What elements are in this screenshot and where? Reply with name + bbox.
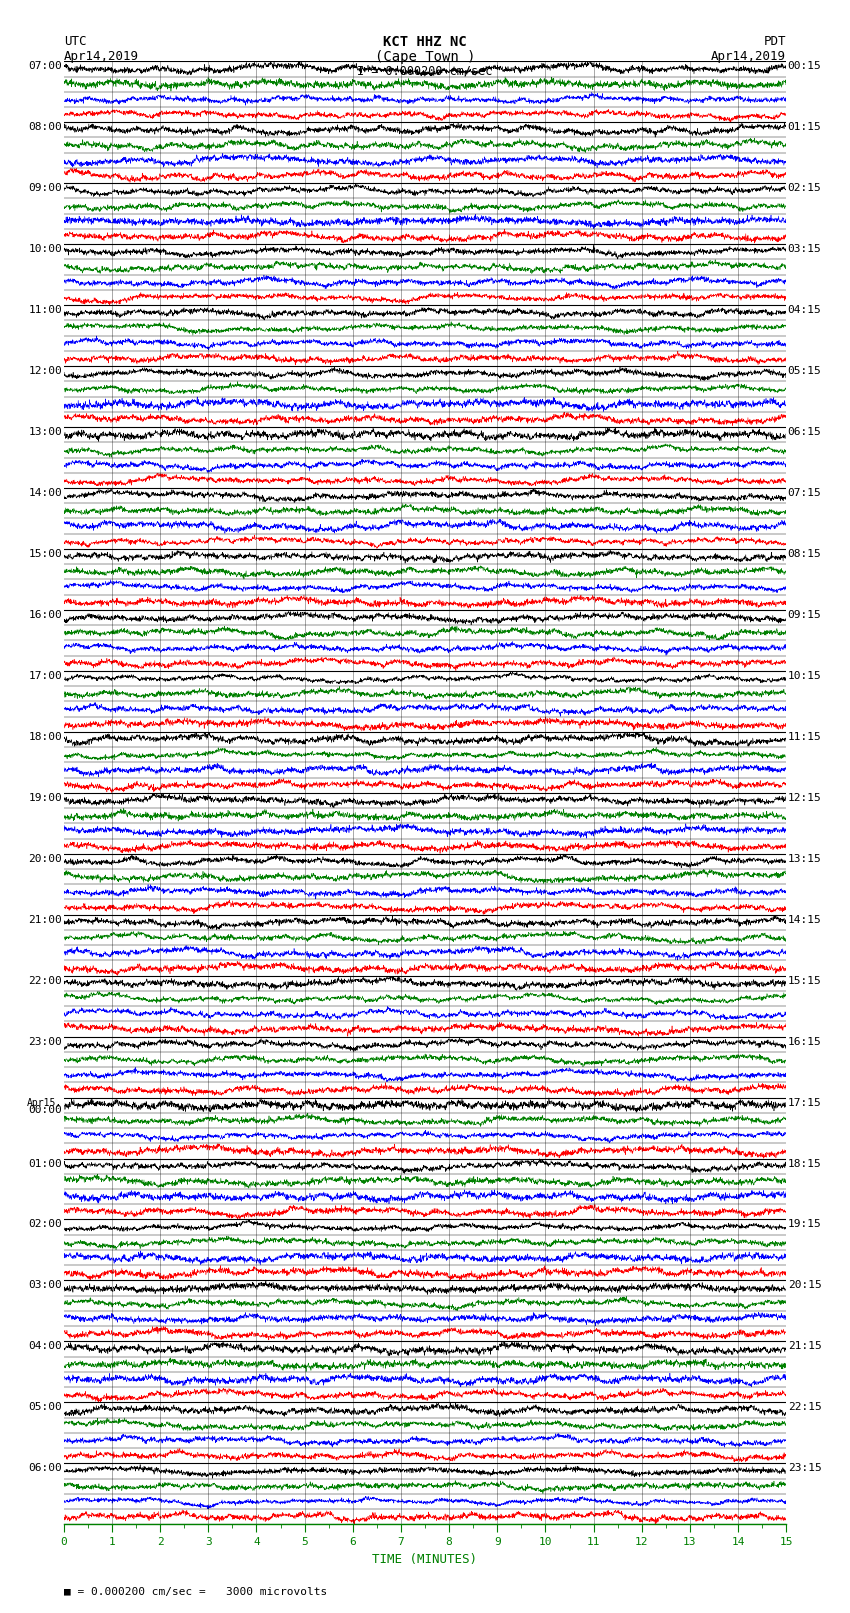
Text: 08:15: 08:15 <box>788 548 821 560</box>
Text: 11:15: 11:15 <box>788 732 821 742</box>
Text: 00:00: 00:00 <box>29 1105 62 1115</box>
Text: 07:15: 07:15 <box>788 489 821 498</box>
Text: Apr14,2019: Apr14,2019 <box>64 50 139 63</box>
Text: 18:00: 18:00 <box>29 732 62 742</box>
Text: 13:00: 13:00 <box>29 427 62 437</box>
Text: 17:00: 17:00 <box>29 671 62 681</box>
Text: 21:00: 21:00 <box>29 915 62 924</box>
Text: 15:15: 15:15 <box>788 976 821 986</box>
Text: Apr15,: Apr15, <box>27 1097 62 1108</box>
Text: 20:00: 20:00 <box>29 853 62 863</box>
Text: 09:00: 09:00 <box>29 184 62 194</box>
Text: 01:00: 01:00 <box>29 1158 62 1168</box>
Text: 10:15: 10:15 <box>788 671 821 681</box>
Text: 15:00: 15:00 <box>29 548 62 560</box>
Text: 03:15: 03:15 <box>788 244 821 255</box>
Text: 22:00: 22:00 <box>29 976 62 986</box>
Text: PDT: PDT <box>764 35 786 48</box>
Text: 14:15: 14:15 <box>788 915 821 924</box>
Text: Apr14,2019: Apr14,2019 <box>711 50 786 63</box>
Text: 12:15: 12:15 <box>788 794 821 803</box>
Text: 00:15: 00:15 <box>788 61 821 71</box>
Text: 04:15: 04:15 <box>788 305 821 315</box>
Text: I = 0.000200 cm/sec: I = 0.000200 cm/sec <box>357 65 493 77</box>
Text: 19:00: 19:00 <box>29 794 62 803</box>
Text: KCT HHZ NC: KCT HHZ NC <box>383 35 467 50</box>
Text: 11:00: 11:00 <box>29 305 62 315</box>
Text: 10:00: 10:00 <box>29 244 62 255</box>
Text: 03:00: 03:00 <box>29 1281 62 1290</box>
Text: 23:00: 23:00 <box>29 1037 62 1047</box>
Text: 07:00: 07:00 <box>29 61 62 71</box>
Text: UTC: UTC <box>64 35 86 48</box>
Text: 01:15: 01:15 <box>788 123 821 132</box>
Text: 05:00: 05:00 <box>29 1402 62 1413</box>
Text: 02:15: 02:15 <box>788 184 821 194</box>
Text: 09:15: 09:15 <box>788 610 821 619</box>
Text: ■ = 0.000200 cm/sec =   3000 microvolts: ■ = 0.000200 cm/sec = 3000 microvolts <box>64 1587 327 1597</box>
Text: 12:00: 12:00 <box>29 366 62 376</box>
Text: 02:00: 02:00 <box>29 1219 62 1229</box>
Text: 06:00: 06:00 <box>29 1463 62 1473</box>
Text: 05:15: 05:15 <box>788 366 821 376</box>
Text: 17:15: 17:15 <box>788 1097 821 1108</box>
Text: 22:15: 22:15 <box>788 1402 821 1413</box>
Text: 16:15: 16:15 <box>788 1037 821 1047</box>
Text: 06:15: 06:15 <box>788 427 821 437</box>
Text: 13:15: 13:15 <box>788 853 821 863</box>
Text: 14:00: 14:00 <box>29 489 62 498</box>
Text: 23:15: 23:15 <box>788 1463 821 1473</box>
Text: 19:15: 19:15 <box>788 1219 821 1229</box>
Text: (Cape Town ): (Cape Town ) <box>375 50 475 65</box>
Text: 08:00: 08:00 <box>29 123 62 132</box>
Text: 20:15: 20:15 <box>788 1281 821 1290</box>
Text: 04:00: 04:00 <box>29 1342 62 1352</box>
Text: 21:15: 21:15 <box>788 1342 821 1352</box>
X-axis label: TIME (MINUTES): TIME (MINUTES) <box>372 1553 478 1566</box>
Text: 16:00: 16:00 <box>29 610 62 619</box>
Text: 18:15: 18:15 <box>788 1158 821 1168</box>
